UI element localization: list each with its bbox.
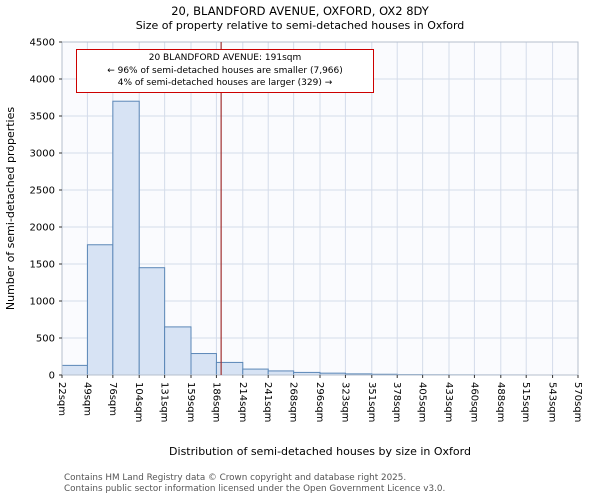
property-annotation-box: 20 BLANDFORD AVENUE: 191sqm ← 96% of sem… (76, 49, 374, 93)
y-tick-label: 3500 (30, 112, 55, 123)
attribution-line-2: Contains public sector information licen… (64, 483, 446, 494)
x-tick-label: 159sqm (185, 382, 196, 422)
chart-title: 20, BLANDFORD AVENUE, OXFORD, OX2 8DY (171, 4, 429, 18)
x-tick-label: 131sqm (159, 382, 170, 422)
histogram-bar (267, 370, 295, 376)
annotation-smaller-stat: ← 96% of semi-detached houses are smalle… (107, 65, 343, 76)
x-tick-label: 76sqm (107, 382, 118, 416)
y-tick-label: 2000 (30, 223, 55, 234)
histogram-bar (138, 267, 166, 376)
x-tick-label: 515sqm (520, 382, 531, 422)
x-tick-label: 22sqm (56, 382, 67, 416)
size-distribution-histogram: 0 500 1000 1500 2000 2500 3000 3500 4000 4500 22sq… (4, 38, 583, 459)
x-tick-label: 488sqm (495, 382, 506, 422)
y-tick-label: 1000 (30, 297, 55, 308)
histogram-bar (215, 361, 244, 376)
y-tick-label: 0 (49, 371, 55, 382)
y-tick-label: 4500 (30, 38, 55, 49)
x-tick-label: 351sqm (366, 382, 377, 422)
x-tick-label: 186sqm (210, 382, 221, 422)
x-tick-label: 570sqm (572, 382, 583, 422)
histogram-bar (86, 244, 114, 376)
histogram-bar (61, 364, 88, 376)
y-tick-label: 3000 (30, 149, 55, 160)
x-tick-label: 214sqm (237, 382, 248, 422)
annotation-property-size: 20 BLANDFORD AVENUE: 191sqm (148, 53, 302, 63)
y-tick-label: 2500 (30, 186, 55, 197)
x-tick-label: 296sqm (314, 382, 325, 422)
y-axis-title: Number of semi-detached properties (4, 107, 17, 310)
histogram-bar (164, 326, 192, 376)
y-tick-label: 4000 (30, 75, 55, 86)
attribution-footer: Contains HM Land Registry data © Crown c… (64, 473, 594, 494)
histogram-bar (190, 353, 217, 376)
chart-title-block: 20, BLANDFORD AVENUE, OXFORD, OX2 8DY Si… (0, 4, 600, 33)
x-tick-label: 268sqm (288, 382, 299, 422)
x-tick-label: 49sqm (81, 382, 92, 416)
histogram-bar (242, 368, 269, 376)
attribution-line-1: Contains HM Land Registry data © Crown c… (64, 473, 407, 483)
x-tick-label: 323sqm (339, 382, 350, 422)
chart-subtitle: Size of property relative to semi-detach… (135, 19, 465, 32)
y-tick-label: 500 (36, 334, 55, 345)
histogram-bar (112, 100, 140, 376)
annotation-larger-stat: 4% of semi-detached houses are larger (3… (117, 78, 333, 88)
x-tick-label: 460sqm (468, 382, 479, 422)
x-axis-title: Distribution of semi-detached houses by … (169, 445, 471, 458)
x-tick-label: 104sqm (133, 382, 144, 422)
x-tick-label: 433sqm (443, 382, 454, 422)
y-tick-label: 1500 (30, 260, 55, 271)
x-tick-label: 405sqm (417, 382, 428, 422)
x-tick-label: 543sqm (547, 382, 558, 422)
x-tick-label: 241sqm (262, 382, 273, 422)
x-tick-label: 378sqm (391, 382, 402, 422)
